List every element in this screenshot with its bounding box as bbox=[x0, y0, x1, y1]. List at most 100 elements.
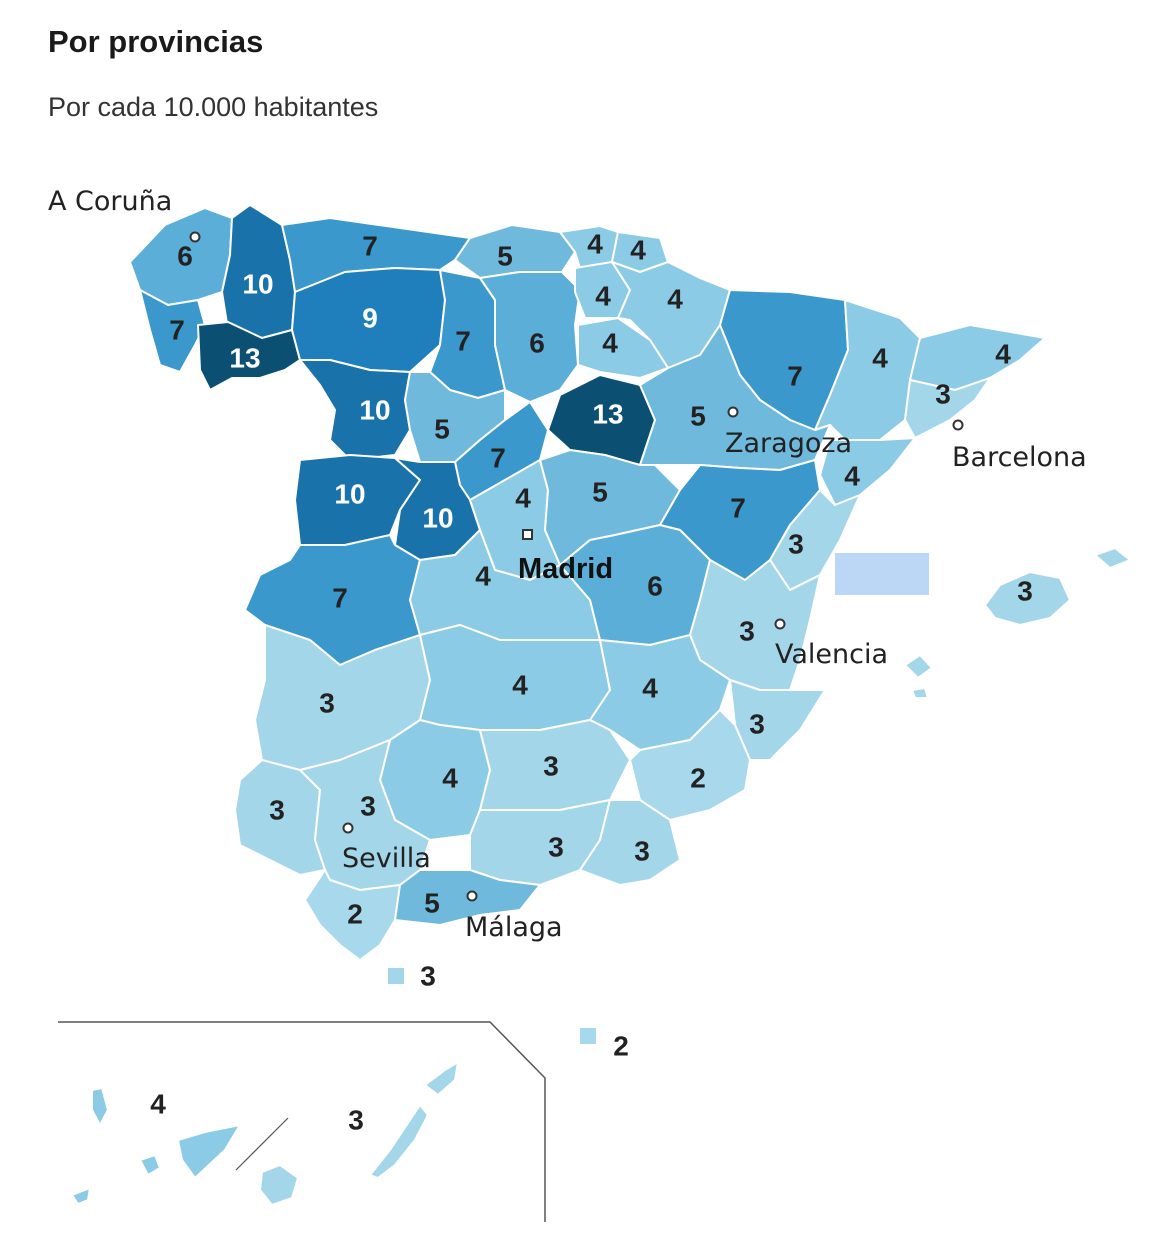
city-label-barcelona: Barcelona bbox=[952, 442, 1087, 473]
province-burgos[interactable] bbox=[479, 271, 581, 403]
city-label-sevilla: Sevilla bbox=[342, 843, 431, 874]
province-baleares-menorca[interactable] bbox=[1094, 547, 1131, 569]
value-tenerife: 4 bbox=[150, 1088, 166, 1119]
value-huelva: 3 bbox=[269, 794, 285, 825]
value-larioja: 4 bbox=[602, 327, 618, 358]
value-albacete: 4 bbox=[642, 672, 658, 703]
province-cantabria[interactable] bbox=[454, 224, 576, 279]
province-tenerife-island[interactable] bbox=[177, 1124, 241, 1179]
zaragoza-dot bbox=[727, 406, 739, 418]
value-leon: 9 bbox=[362, 302, 378, 333]
canary-inset-frame bbox=[58, 1021, 546, 1222]
value-cuenca: 6 bbox=[647, 570, 663, 601]
value-valencia: 3 bbox=[739, 615, 755, 646]
province-tenerife-lapalma[interactable] bbox=[91, 1087, 109, 1126]
value-caceres: 7 bbox=[332, 582, 348, 613]
value-huesca: 7 bbox=[787, 360, 803, 391]
province-laspalmas-lanzarote[interactable] bbox=[424, 1061, 459, 1096]
value-alava: 4 bbox=[595, 280, 611, 311]
province-laspalmas-grancanaria[interactable] bbox=[259, 1164, 299, 1206]
value-badajoz: 3 bbox=[319, 687, 335, 718]
value-ciudadreal: 4 bbox=[512, 669, 528, 700]
city-label-valencia: Valencia bbox=[775, 639, 888, 670]
province-tarragona[interactable] bbox=[819, 437, 916, 506]
province-melilla[interactable] bbox=[580, 1028, 596, 1044]
province-murcia[interactable] bbox=[629, 709, 751, 821]
value-alicante: 3 bbox=[749, 708, 765, 739]
sevilla-dot bbox=[342, 822, 354, 834]
value-toledo: 4 bbox=[475, 560, 491, 591]
value-cordoba: 4 bbox=[442, 762, 458, 793]
province-tenerife-hierro[interactable] bbox=[71, 1187, 91, 1205]
value-segovia: 7 bbox=[490, 442, 506, 473]
value-madrid: 4 bbox=[515, 482, 531, 513]
value-navarra: 4 bbox=[667, 283, 683, 314]
province-salamanca[interactable] bbox=[294, 454, 421, 546]
province-larioja[interactable] bbox=[577, 317, 669, 379]
province-zamora[interactable] bbox=[299, 359, 411, 461]
value-cantabria: 5 bbox=[497, 240, 513, 271]
province-ourense[interactable] bbox=[197, 321, 301, 391]
city-markers bbox=[189, 231, 964, 902]
map-subtitle: Por cada 10.000 habitantes bbox=[48, 92, 379, 122]
province-baleares-formentera[interactable] bbox=[911, 687, 929, 699]
coruna-dot bbox=[189, 231, 201, 243]
province-pontevedra[interactable] bbox=[139, 289, 206, 373]
value-coruna: 6 bbox=[177, 240, 193, 271]
malaga-dot bbox=[466, 890, 478, 902]
value-ceuta: 3 bbox=[420, 960, 436, 991]
province-baleares-ibiza[interactable] bbox=[904, 654, 933, 679]
value-salamanca: 10 bbox=[334, 478, 365, 509]
city-label-coruna: A Coruña bbox=[48, 186, 172, 217]
city-label-zaragoza: Zaragoza bbox=[725, 428, 852, 459]
city-labels: A Coruña Zaragoza Barcelona Madrid Valen… bbox=[48, 186, 1087, 943]
value-murcia: 2 bbox=[690, 762, 706, 793]
province-girona[interactable] bbox=[909, 324, 1046, 391]
value-laspalmas: 3 bbox=[348, 1104, 364, 1135]
highlight-box bbox=[835, 553, 929, 595]
value-palencia: 7 bbox=[455, 325, 471, 356]
value-melilla: 2 bbox=[613, 1030, 629, 1061]
province-values: 6 10 7 5 4 4 7 13 9 7 6 4 4 4 7 4 4 3 10… bbox=[150, 228, 1033, 1135]
province-tenerife-gomera[interactable] bbox=[139, 1154, 161, 1176]
value-teruel: 7 bbox=[730, 492, 746, 523]
value-burgos: 6 bbox=[529, 327, 545, 358]
value-ourense: 13 bbox=[229, 342, 260, 373]
province-cadiz[interactable] bbox=[304, 869, 401, 961]
value-cadiz: 2 bbox=[347, 898, 363, 929]
value-barcelona: 3 bbox=[935, 378, 951, 409]
value-zamora: 10 bbox=[359, 394, 390, 425]
province-almeria[interactable] bbox=[579, 799, 681, 886]
province-leon[interactable] bbox=[291, 267, 446, 373]
value-jaen: 3 bbox=[543, 750, 559, 781]
province-baleares-mallorca[interactable] bbox=[984, 571, 1071, 626]
value-sevilla: 3 bbox=[360, 790, 376, 821]
value-baleares: 3 bbox=[1017, 575, 1033, 606]
value-avila: 10 bbox=[422, 502, 453, 533]
value-girona: 4 bbox=[995, 338, 1011, 369]
city-label-malaga: Málaga bbox=[465, 912, 563, 943]
value-malaga: 5 bbox=[424, 887, 440, 918]
value-vizcaya: 4 bbox=[587, 228, 603, 259]
value-valladolid: 5 bbox=[434, 413, 450, 444]
value-zaragoza: 5 bbox=[690, 400, 706, 431]
province-ceuta[interactable] bbox=[388, 968, 404, 984]
value-guipuzcoa: 4 bbox=[630, 234, 646, 265]
value-guadalajara: 5 bbox=[592, 476, 608, 507]
madrid-marker bbox=[522, 529, 533, 540]
value-castellon: 3 bbox=[788, 528, 804, 559]
valencia-dot bbox=[774, 618, 786, 630]
value-almeria: 3 bbox=[634, 835, 650, 866]
value-pontevedra: 7 bbox=[169, 314, 185, 345]
map-title: Por provincias bbox=[48, 24, 264, 59]
province-laspalmas-fuerteventura[interactable] bbox=[369, 1104, 429, 1179]
value-soria: 13 bbox=[592, 398, 623, 429]
province-barcelona[interactable] bbox=[904, 377, 991, 439]
city-label-madrid: Madrid bbox=[518, 553, 613, 585]
value-lugo: 10 bbox=[242, 268, 273, 299]
value-lleida: 4 bbox=[872, 342, 888, 373]
value-asturias: 7 bbox=[362, 230, 378, 261]
province-shapes bbox=[71, 204, 1131, 1206]
barcelona-dot bbox=[952, 419, 964, 431]
